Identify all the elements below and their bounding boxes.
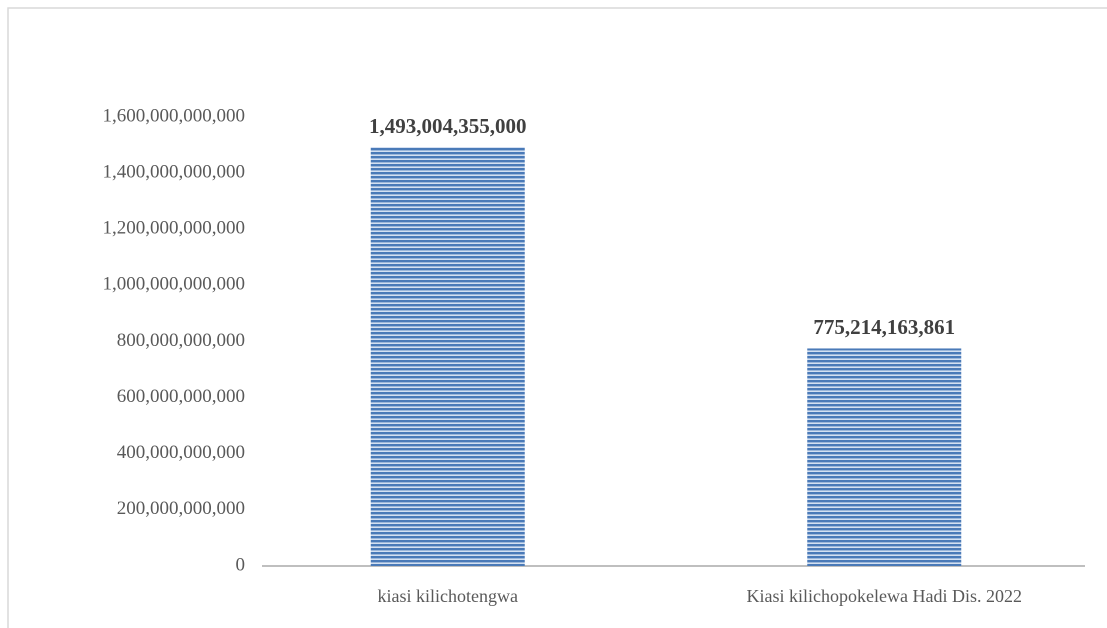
x-tick-label: Kiasi kilichopokelewa Hadi Dis. 2022 bbox=[747, 586, 1022, 606]
y-tick-label: 1,400,000,000,000 bbox=[103, 161, 246, 182]
y-tick-label: 0 bbox=[236, 554, 246, 575]
y-tick-label: 1,600,000,000,000 bbox=[103, 105, 246, 126]
bar bbox=[370, 147, 525, 567]
chart-border bbox=[7, 7, 1107, 628]
y-tick-label: 200,000,000,000 bbox=[117, 498, 245, 519]
data-label: 1,493,004,355,000 bbox=[369, 114, 527, 139]
y-tick-label: 400,000,000,000 bbox=[117, 442, 245, 463]
y-tick-label: 1,000,000,000,000 bbox=[103, 274, 246, 295]
y-tick-label: 800,000,000,000 bbox=[117, 330, 245, 351]
y-tick-label: 600,000,000,000 bbox=[117, 386, 245, 407]
y-tick-label: 1,200,000,000,000 bbox=[103, 218, 246, 239]
data-label: 775,214,163,861 bbox=[813, 315, 956, 340]
bar bbox=[807, 348, 962, 566]
x-tick-label: kiasi kilichotengwa bbox=[378, 586, 518, 606]
